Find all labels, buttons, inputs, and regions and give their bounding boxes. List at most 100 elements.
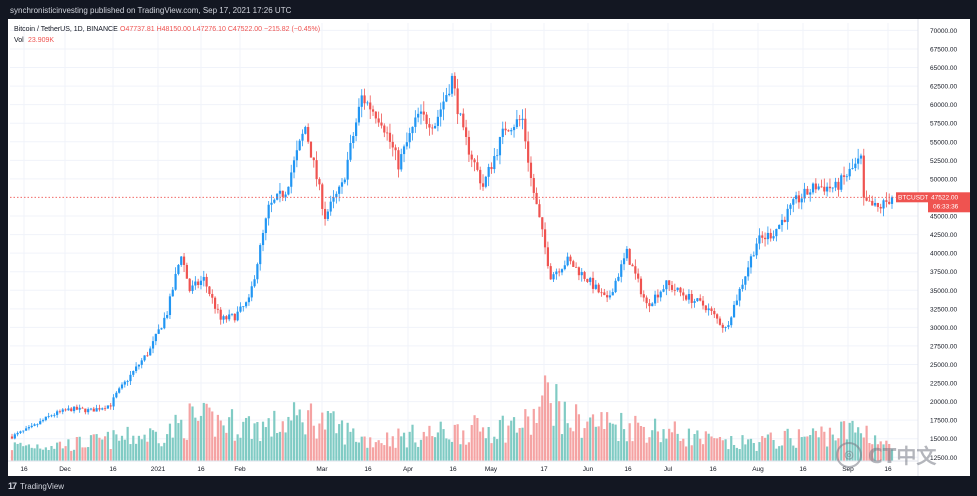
candle-body <box>101 408 104 410</box>
volume-bar <box>817 437 820 461</box>
volume-bar <box>862 437 865 461</box>
candle-body <box>335 193 338 198</box>
candle-body <box>259 245 262 265</box>
candle-body <box>157 329 160 334</box>
volume-bar <box>22 446 25 461</box>
volume-bar <box>670 432 674 461</box>
candle-body <box>800 198 803 203</box>
candle-body <box>521 118 524 121</box>
candle-body <box>744 276 747 285</box>
volume-bar <box>876 444 879 461</box>
candle-body <box>307 127 310 142</box>
x-tick-label: 16 <box>109 466 117 473</box>
candle-body <box>394 147 397 151</box>
volume-bar <box>321 412 324 461</box>
volume-bar <box>253 423 256 461</box>
volume-bar <box>529 434 533 461</box>
candle-body <box>56 411 59 415</box>
candle-body <box>758 235 761 244</box>
candle-body <box>287 186 290 195</box>
time-axis[interactable]: 16 Dec 16 2021 16 Feb Mar 16 Apr 16 May 17 Jun 16 Jul 1… <box>8 460 918 473</box>
candle-body <box>504 128 507 131</box>
volume-bar <box>177 423 180 461</box>
candle-body <box>724 326 727 328</box>
candle-body <box>871 200 874 206</box>
y-tick-label: 57500.00 <box>930 121 957 128</box>
candle-body <box>730 317 733 326</box>
candle-body <box>132 371 135 375</box>
candle-body <box>498 137 502 156</box>
volume-bar <box>239 437 242 461</box>
volume-bar <box>216 414 219 461</box>
candle-body <box>704 305 707 311</box>
candle-body <box>369 102 372 110</box>
candle-body <box>727 325 730 327</box>
x-tick-label: Jul <box>664 466 673 473</box>
tradingview-logo-icon: 17 <box>8 481 17 491</box>
x-tick-label: 16 <box>624 466 632 473</box>
volume-bar <box>397 428 400 461</box>
candle-body <box>250 286 253 298</box>
volume-bar <box>290 420 293 461</box>
volume-bar <box>462 430 465 461</box>
candle-body <box>769 232 772 239</box>
volume-bar <box>479 431 482 461</box>
volume-bar <box>826 446 829 461</box>
volume-bar <box>95 434 98 461</box>
price-axis[interactable]: 70000.00 67500.00 65000.00 62500.00 60000.00… <box>917 19 957 476</box>
candle-body <box>278 190 282 194</box>
candle-body <box>673 289 676 291</box>
candle-body <box>594 284 597 289</box>
candle-body <box>859 155 863 159</box>
footer-brand[interactable]: 17 TradingView <box>8 478 64 494</box>
volume-bar <box>422 431 425 461</box>
candle-body <box>182 256 186 265</box>
volume-bar <box>123 439 126 461</box>
volume-bar <box>591 414 595 461</box>
candle-body <box>572 261 575 267</box>
volume-bar <box>78 436 81 461</box>
candle-body <box>823 186 826 192</box>
volume-bar <box>575 404 578 461</box>
candle-body <box>586 278 589 282</box>
volume-bar <box>653 418 657 461</box>
candle-body <box>343 179 346 183</box>
volume-bar <box>888 443 891 461</box>
volume-bar <box>823 431 826 461</box>
volume-bar <box>47 449 50 461</box>
y-tick-label: 27500.00 <box>930 343 957 350</box>
volume-bar <box>583 428 586 461</box>
candle-body <box>811 183 815 193</box>
volume-bar <box>149 428 152 461</box>
volume-bar <box>828 427 832 461</box>
volume-bar <box>820 426 823 461</box>
volume-bar <box>637 422 640 461</box>
candle-body <box>295 150 298 161</box>
volume-bar <box>191 406 194 461</box>
candle-body <box>92 408 95 412</box>
candle-body <box>205 276 208 287</box>
candle-body <box>374 111 377 119</box>
candle-body <box>885 200 888 202</box>
chart-panel[interactable]: 70000.00 67500.00 65000.00 62500.00 60000.00… <box>8 19 970 476</box>
volume-bar <box>789 438 792 461</box>
y-tick-label: 65000.00 <box>930 65 957 72</box>
candlestick-chart[interactable]: 70000.00 67500.00 65000.00 62500.00 60000.00… <box>8 19 970 476</box>
candle-body <box>653 294 657 304</box>
candle-body <box>106 405 109 409</box>
volume-bar <box>710 436 713 461</box>
candle-body <box>19 431 22 433</box>
volume-bar <box>41 449 45 461</box>
candle-body <box>639 278 643 295</box>
candle-body <box>388 132 392 142</box>
watermark-text: CT中文 <box>868 444 937 468</box>
candle-body <box>78 407 81 410</box>
volume-bar <box>419 439 423 461</box>
volume-bar <box>25 445 28 461</box>
candle-body <box>778 225 781 229</box>
volume-bar <box>577 414 581 461</box>
candle-body <box>699 298 702 301</box>
volume-bar <box>126 426 129 461</box>
volume-bars <box>10 375 894 461</box>
candle-body <box>842 175 846 177</box>
